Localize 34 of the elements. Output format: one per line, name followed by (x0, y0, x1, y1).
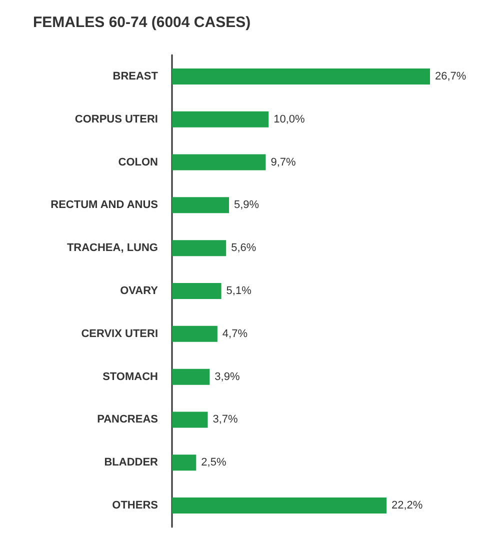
data-label: 2,5% (201, 456, 226, 469)
bar (172, 240, 226, 256)
data-label: 4,7% (222, 328, 248, 340)
y-tick-label: OVARY (120, 285, 159, 297)
bar (172, 326, 218, 342)
bar (172, 454, 196, 471)
data-label: 5,6% (231, 242, 256, 254)
y-tick-label: STOMACH (102, 370, 158, 383)
data-label: 5,1% (226, 285, 252, 297)
bar (172, 154, 266, 170)
y-tick-label: TRACHEA, LUNG (66, 242, 158, 254)
y-tick-label: BLADDER (104, 456, 158, 469)
data-label: 5,9% (234, 199, 260, 212)
data-label: 9,7% (270, 156, 296, 168)
y-tick-label: CERVIX UTERI (81, 328, 158, 340)
bar (172, 111, 269, 128)
bar (172, 197, 230, 214)
y-tick-label: OTHERS (112, 500, 158, 512)
bar (172, 412, 208, 428)
data-label: 3,9% (214, 370, 240, 383)
data-label: 22,2% (392, 500, 423, 512)
y-tick-label: PANCREAS (97, 414, 158, 426)
y-tick-label: CORPUS UTERI (74, 113, 158, 126)
y-tick-label: RECTUM AND ANUS (50, 199, 158, 212)
y-tick-label: BREAST (112, 70, 158, 82)
data-label: 3,7% (212, 414, 238, 426)
y-tick-label: COLON (118, 156, 158, 168)
bar (172, 368, 210, 385)
chart-title: FEMALES 60-74 (6004 CASES) (33, 14, 251, 31)
bar (172, 283, 222, 299)
data-label: 26,7% (435, 70, 466, 82)
bar (172, 498, 387, 514)
bar (172, 68, 430, 84)
data-label: 10,0% (274, 113, 306, 126)
